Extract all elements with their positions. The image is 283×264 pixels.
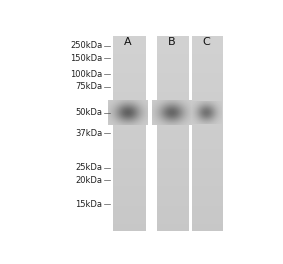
Text: 50kDa: 50kDa (75, 109, 102, 117)
Text: C: C (203, 37, 210, 47)
Text: 37kDa: 37kDa (75, 129, 102, 138)
Text: 20kDa: 20kDa (75, 176, 102, 185)
Text: A: A (124, 37, 131, 47)
Text: 150kDa: 150kDa (70, 54, 102, 63)
Text: 25kDa: 25kDa (75, 163, 102, 172)
Text: 250kDa: 250kDa (70, 41, 102, 50)
Text: B: B (168, 37, 175, 47)
Text: 15kDa: 15kDa (75, 200, 102, 209)
Text: 75kDa: 75kDa (75, 82, 102, 91)
Text: 100kDa: 100kDa (70, 70, 102, 79)
